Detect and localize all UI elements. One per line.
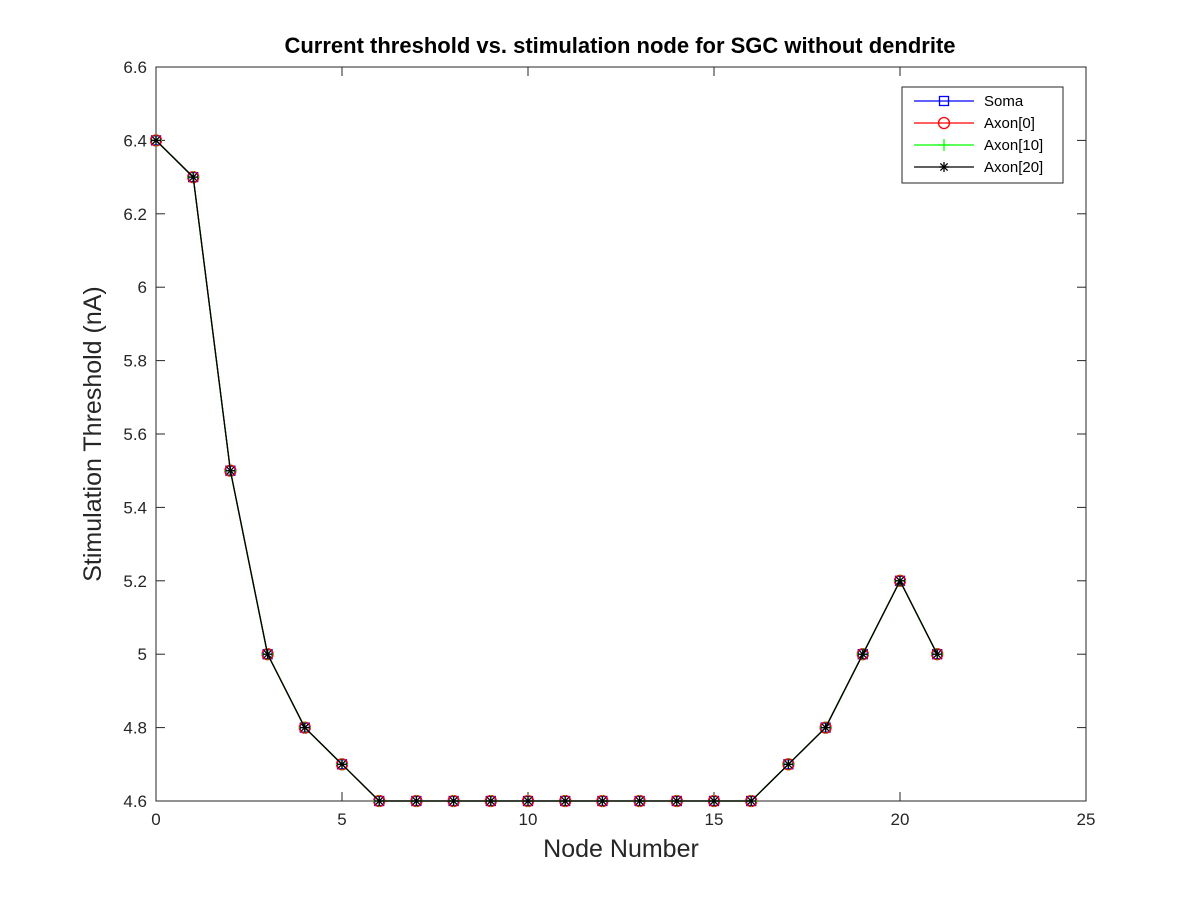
legend-item: Axon[20] <box>914 159 1043 176</box>
legend: Soma Axon[0] Axon[10] Axon[20] <box>901 86 1064 184</box>
y-tick-label: 5 <box>138 645 147 664</box>
legend-label: Soma <box>984 93 1024 110</box>
legend-item: Axon[10] <box>914 137 1043 154</box>
ticks: 0 5 10 15 20 25 4.6 4.8 5 5.2 5.4 5.6 5.8 6 6.2 6.4 6.6 <box>123 58 1095 829</box>
x-tick-label: 0 <box>151 810 160 829</box>
legend-item: Soma <box>914 93 1024 110</box>
data-point-axon-20 <box>597 796 608 806</box>
data-point-axon-20 <box>448 796 459 806</box>
y-tick-label: 4.6 <box>123 792 147 811</box>
data-point-axon-20 <box>857 649 868 660</box>
plot-area <box>155 66 1087 802</box>
y-axis-label: Stimulation Threshold (nA) <box>79 286 107 582</box>
x-tick-label: 15 <box>705 810 724 829</box>
chart-title: Current threshold vs. stimulation node f… <box>284 33 955 58</box>
data-point-axon-20 <box>411 796 422 806</box>
data-point-axon-20 <box>151 135 161 146</box>
legend-marker <box>939 162 949 172</box>
data-point-axon-20 <box>374 796 385 806</box>
series-line-axon-20 <box>155 139 938 802</box>
data-point-axon-20 <box>895 575 905 586</box>
y-tick-label: 4.8 <box>123 719 147 738</box>
data-point-axon-20 <box>671 796 682 806</box>
y-tick-label: 6.6 <box>123 58 147 77</box>
y-tick-label: 5.2 <box>123 572 147 591</box>
legend-label: Axon[0] <box>984 115 1035 132</box>
x-tick-label: 20 <box>891 810 910 829</box>
series-layer <box>149 134 944 808</box>
data-point-axon-20 <box>337 759 347 770</box>
data-point-axon-20 <box>299 722 310 733</box>
x-tick-label: 25 <box>1077 810 1096 829</box>
data-point-axon-20 <box>746 796 757 806</box>
legend-label: Axon[10] <box>984 137 1043 154</box>
y-tick-label: 6.4 <box>123 131 147 150</box>
legend-marker <box>938 95 950 107</box>
data-point-axon-20 <box>709 796 719 806</box>
data-point-axon-20 <box>560 796 571 806</box>
x-tick-label: 5 <box>337 810 346 829</box>
data-point-axon-20 <box>523 796 533 806</box>
series-axon-20 <box>151 135 943 806</box>
legend-item: Axon[0] <box>914 115 1035 132</box>
data-point-axon-20 <box>262 649 273 660</box>
data-point-axon-20 <box>783 759 794 770</box>
y-tick-label: 6.2 <box>123 205 147 224</box>
y-tick-label: 5.8 <box>123 352 147 371</box>
data-point-axon-20 <box>634 796 645 806</box>
legend-marker <box>938 139 950 151</box>
data-point-axon-20 <box>932 649 943 660</box>
data-point-axon-20 <box>485 796 496 806</box>
legend-marker <box>937 116 951 130</box>
data-point-axon-20 <box>225 465 236 476</box>
x-axis-label: Node Number <box>543 835 699 863</box>
y-tick-label: 5.6 <box>123 425 147 444</box>
data-point-axon-20 <box>820 722 831 733</box>
y-tick-label: 6 <box>138 278 147 297</box>
legend-label: Axon[20] <box>984 159 1043 176</box>
y-tick-label: 5.4 <box>123 498 147 517</box>
x-tick-label: 10 <box>519 810 538 829</box>
data-point-axon-20 <box>188 172 199 183</box>
